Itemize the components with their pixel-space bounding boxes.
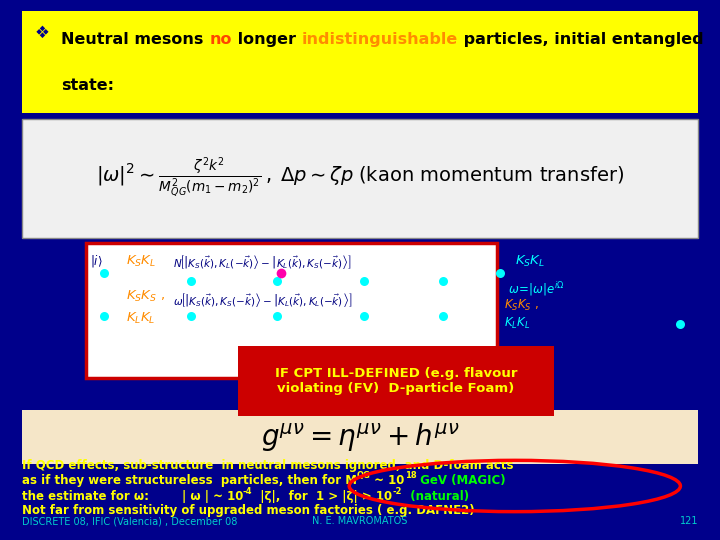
Text: as if they were structureless  particles, then for M: as if they were structureless particles,… bbox=[22, 474, 356, 488]
Text: no: no bbox=[210, 32, 232, 48]
Text: state:: state: bbox=[61, 78, 114, 93]
Text: $\omega\!\left[\left|K_S(\vec{k}),K_S(-\vec{k})\right\rangle - \left|K_L(\vec{k}: $\omega\!\left[\left|K_S(\vec{k}),K_S(-\… bbox=[173, 291, 352, 308]
Text: If QCD effects, sub-structure  in neutral mesons ignored, and D-foam acts: If QCD effects, sub-structure in neutral… bbox=[22, 458, 513, 472]
Text: $N\!\left[\left|K_S(\vec{k}),K_L(-\vec{k})\right\rangle - \left|K_L(\vec{k}),K_S: $N\!\left[\left|K_S(\vec{k}),K_L(-\vec{k… bbox=[173, 253, 351, 271]
Text: ~ 10: ~ 10 bbox=[371, 474, 405, 488]
FancyBboxPatch shape bbox=[22, 11, 698, 113]
Text: longer: longer bbox=[232, 32, 302, 48]
Text: indistinguishable: indistinguishable bbox=[302, 32, 458, 48]
Text: -2: -2 bbox=[392, 487, 402, 496]
FancyBboxPatch shape bbox=[22, 410, 698, 464]
Text: DISCRETE 08, IFIC (Valencia) , December 08: DISCRETE 08, IFIC (Valencia) , December … bbox=[22, 516, 237, 526]
Text: the estimate for ω:        | ω | ~ 10: the estimate for ω: | ω | ~ 10 bbox=[22, 490, 243, 503]
FancyBboxPatch shape bbox=[22, 119, 698, 238]
Text: $K_LK_L$: $K_LK_L$ bbox=[126, 310, 156, 326]
Text: $K_SK_S\ ,$: $K_SK_S\ ,$ bbox=[126, 289, 165, 304]
Text: $\omega\!=\!|\omega|e^{i\Omega}$: $\omega\!=\!|\omega|e^{i\Omega}$ bbox=[508, 280, 564, 298]
Text: |ζ|,  for  1 > |ζ| > 10: |ζ|, for 1 > |ζ| > 10 bbox=[253, 490, 392, 503]
Text: $K_SK_L$: $K_SK_L$ bbox=[126, 254, 156, 269]
Text: Neutral mesons: Neutral mesons bbox=[61, 32, 210, 48]
Text: (natural): (natural) bbox=[402, 490, 469, 503]
Text: $K_SK_L$: $K_SK_L$ bbox=[515, 254, 545, 269]
FancyBboxPatch shape bbox=[238, 346, 554, 416]
Text: 121: 121 bbox=[680, 516, 698, 526]
Text: N. E. MAVROMATOS: N. E. MAVROMATOS bbox=[312, 516, 408, 526]
Text: $K_LK_L$: $K_LK_L$ bbox=[504, 316, 531, 331]
Text: particles, initial entangled: particles, initial entangled bbox=[458, 32, 703, 48]
Text: GeV (MAGIC): GeV (MAGIC) bbox=[416, 474, 506, 488]
FancyBboxPatch shape bbox=[86, 243, 497, 378]
Text: $|\omega|^2 \sim \frac{\zeta^2 k^2}{M_{QG}^2(m_1-m_2)^2} \,,\; \Delta p \sim \ze: $|\omega|^2 \sim \frac{\zeta^2 k^2}{M_{Q… bbox=[96, 156, 624, 200]
Text: QG: QG bbox=[356, 471, 371, 480]
Text: $g^{\mu\nu} = \eta^{\mu\nu} + h^{\mu\nu}$: $g^{\mu\nu} = \eta^{\mu\nu} + h^{\mu\nu}… bbox=[261, 421, 459, 454]
Text: IF CPT ILL-DEFINED (e.g. flavour
violating (FV)  D-particle Foam): IF CPT ILL-DEFINED (e.g. flavour violati… bbox=[275, 367, 517, 395]
Text: ❖: ❖ bbox=[35, 24, 50, 42]
Text: $K_SK_S\ ,$: $K_SK_S\ ,$ bbox=[504, 298, 539, 313]
Text: 18: 18 bbox=[405, 471, 416, 480]
Text: Not far from sensitivity of upgraded meson factories ( e.g. DAFNE2): Not far from sensitivity of upgraded mes… bbox=[22, 504, 474, 517]
Text: -4: -4 bbox=[243, 487, 253, 496]
Text: $|i\rangle$: $|i\rangle$ bbox=[90, 253, 103, 269]
